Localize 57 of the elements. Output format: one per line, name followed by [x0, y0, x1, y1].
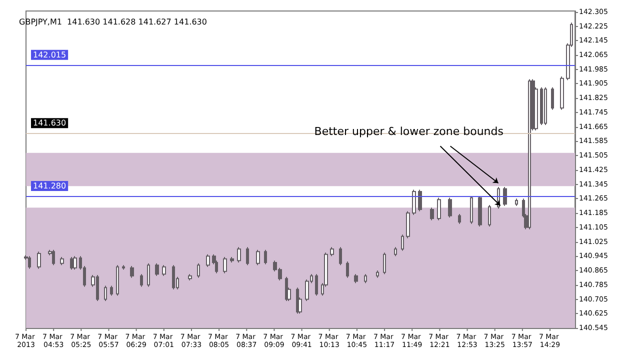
candlestick [52, 249, 55, 266]
candlestick [401, 234, 404, 252]
candlestick [346, 261, 349, 278]
candlestick [122, 264, 125, 270]
candlestick [147, 262, 150, 288]
ref-line-label: 142.015 [33, 50, 66, 60]
candlestick [412, 189, 416, 216]
ref-line-label: 141.280 [33, 181, 66, 190]
candlestick [162, 264, 166, 276]
candlestick [110, 285, 113, 296]
candlestick [406, 210, 410, 239]
candlestick [544, 86, 547, 126]
candlestick [73, 256, 77, 270]
candlestick [140, 274, 143, 288]
candlestick [364, 274, 367, 284]
candlestick [339, 246, 342, 266]
candlestick [503, 186, 507, 206]
candlestick [155, 262, 159, 276]
candlestick [551, 86, 554, 110]
candlestick [104, 285, 107, 302]
candlestick [540, 86, 543, 126]
candlestick [223, 256, 227, 274]
candlestick [488, 204, 491, 228]
candlestick [264, 249, 267, 265]
candlestick [116, 264, 119, 296]
candlestick [28, 256, 31, 270]
annotation: Better upper & lower zone bounds [314, 125, 504, 138]
candlestick [315, 274, 318, 296]
candlestick [528, 78, 531, 230]
candlestick [188, 274, 192, 281]
candlestick [246, 246, 249, 266]
candlestick [470, 195, 473, 224]
candlestick [197, 262, 200, 278]
candlestick [515, 198, 518, 206]
candlestick [376, 270, 379, 278]
candlestick [478, 195, 482, 228]
candlestick [354, 274, 358, 284]
candlestick [560, 76, 564, 110]
candlestick [256, 249, 260, 266]
text: GBPJPY,M1 141.630 141.628 141.627 141.630 [19, 18, 207, 26]
candlestick [60, 256, 64, 266]
candlestick [383, 252, 386, 275]
candlestick [130, 266, 134, 278]
candlestick [437, 197, 441, 221]
candlestick [206, 254, 210, 268]
candlestick [237, 246, 241, 263]
candlestick [230, 256, 234, 263]
candlestick [70, 256, 73, 270]
candlestick [172, 264, 175, 290]
candlestick [448, 197, 452, 218]
candlestick [330, 246, 334, 257]
ref-line-label: 141.630 [33, 118, 66, 128]
candlestick [430, 207, 434, 221]
candlestick [458, 213, 461, 224]
candlestick [37, 251, 41, 270]
candlestick [418, 189, 422, 212]
candlestick [394, 246, 397, 257]
